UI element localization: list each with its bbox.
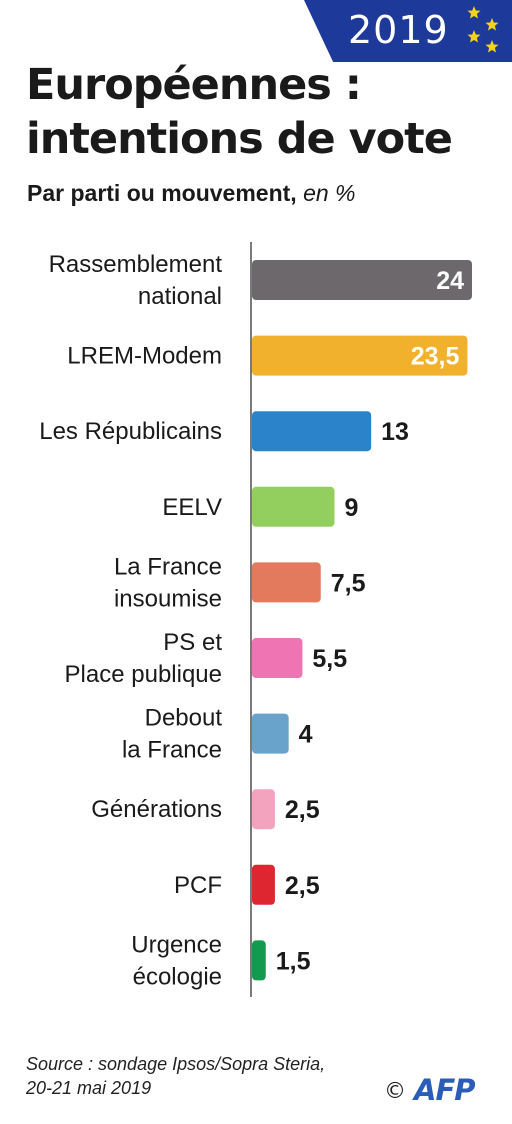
afp-logo: © AFP: [384, 1073, 476, 1106]
category-label-5-1: La France: [114, 553, 222, 580]
eu-stars-icon: [467, 6, 499, 53]
value-label-7: 4: [299, 721, 313, 749]
year-badge: 2019: [304, 0, 512, 62]
chart-title-line-1: Européennes :: [26, 60, 362, 110]
year-label: 2019: [348, 8, 449, 52]
bar-5: [252, 562, 321, 603]
afp-logo-text: AFP: [412, 1073, 475, 1106]
value-label-1: 24: [436, 267, 464, 295]
copyright-symbol: ©: [384, 1079, 406, 1104]
category-label-10-1: Urgence: [131, 931, 222, 958]
category-label-6-1: PS et: [163, 629, 222, 656]
chart-title: Européennes : intentions de vote: [26, 58, 496, 166]
category-label-7-2: la France: [122, 737, 222, 764]
bar-6: [252, 638, 303, 678]
value-label-4: 9: [345, 494, 359, 522]
bar-9: [252, 864, 275, 905]
category-label-7-1: Debout: [145, 705, 223, 732]
category-label-1-2: national: [138, 283, 222, 310]
value-label-9: 2,5: [285, 872, 320, 900]
value-label-2: 23,5: [411, 343, 460, 371]
bar-3: [252, 411, 372, 452]
bar-chart: Rassemblement national 24 LREM-Modem 23,5 Les…: [39, 242, 472, 997]
category-label-9-1: PCF: [174, 872, 222, 899]
category-label-10-2: écologie: [133, 963, 222, 990]
chart-title-line-2: intentions de vote: [26, 114, 453, 164]
subtitle-unit: en %: [303, 180, 356, 206]
bar-10: [252, 940, 266, 981]
category-label-5-2: insoumise: [114, 585, 222, 612]
bar-1: [252, 260, 472, 300]
category-label-1-1: Rassemblement: [49, 251, 223, 278]
category-label-6-2: Place publique: [65, 661, 222, 688]
source-note: Source : sondage Ipsos/Sopra Steria, 20-…: [26, 1052, 386, 1100]
bar-4: [252, 486, 335, 527]
source-line-1: Source : sondage Ipsos/Sopra Steria,: [26, 1054, 326, 1074]
value-label-5: 7,5: [331, 569, 366, 597]
value-label-10: 1,5: [276, 947, 311, 975]
source-line-2: 20-21 mai 2019: [26, 1078, 152, 1098]
chart-subtitle: Par parti ou mouvement, en %: [27, 180, 356, 207]
subtitle-text: Par parti ou mouvement,: [27, 180, 297, 206]
bar-8: [252, 789, 275, 830]
value-label-3: 13: [381, 418, 409, 446]
category-label-4-1: EELV: [162, 494, 222, 521]
category-label-2-1: LREM-Modem: [67, 343, 222, 370]
category-label-3-1: Les Républicains: [39, 418, 222, 445]
value-label-6: 5,5: [312, 645, 347, 673]
category-label-8-1: Générations: [91, 796, 222, 823]
bar-2: [252, 335, 468, 376]
bar-7: [252, 713, 289, 754]
value-label-8: 2,5: [285, 796, 320, 824]
